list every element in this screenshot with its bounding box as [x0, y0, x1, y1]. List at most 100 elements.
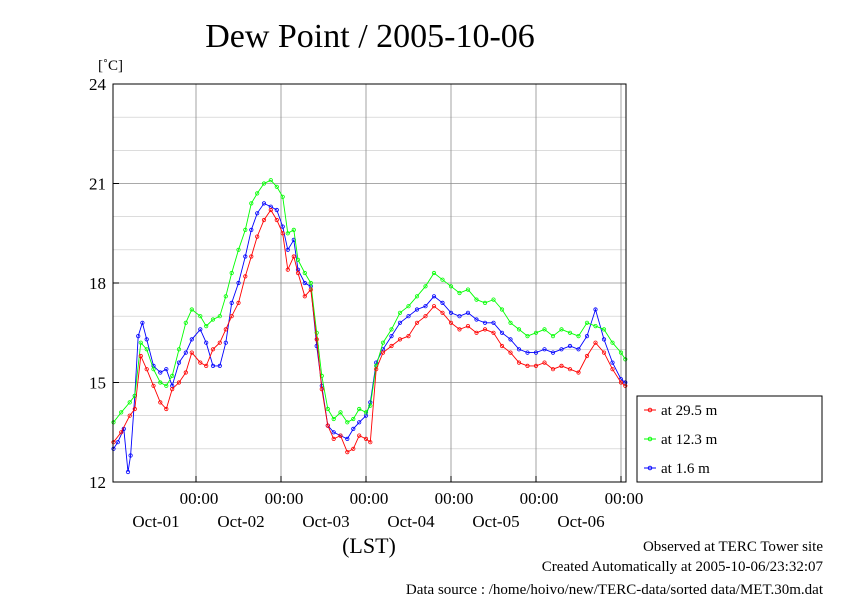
series-point [255, 191, 260, 196]
series-point [204, 323, 209, 329]
series-point [465, 287, 471, 292]
series-point [474, 330, 479, 335]
series-point [183, 370, 188, 375]
series-point [210, 317, 216, 322]
series-point [397, 337, 403, 342]
series-point [516, 347, 522, 352]
series-point [357, 433, 362, 438]
series-point [285, 267, 290, 272]
series-point [440, 300, 445, 305]
series-point [345, 436, 350, 441]
series-point [457, 327, 462, 332]
series-point [525, 333, 530, 339]
series-point [274, 184, 279, 189]
series-point [243, 274, 248, 279]
series-point [138, 340, 143, 345]
series-point [183, 320, 188, 325]
series-point [308, 287, 313, 292]
series-point [351, 426, 356, 431]
series-point [593, 323, 598, 329]
series-point [576, 370, 581, 375]
series-point [584, 320, 590, 325]
series-point [567, 367, 573, 372]
series-point [431, 294, 437, 299]
series-point [268, 207, 273, 213]
series-point [448, 284, 454, 289]
series-point [325, 423, 330, 428]
series-point [567, 330, 573, 335]
series-point [516, 327, 522, 332]
series-point [482, 320, 488, 325]
series-point [584, 353, 590, 359]
series-point [274, 217, 279, 223]
series-point [176, 347, 182, 352]
series-point [308, 280, 313, 286]
x-axis: 00:00Oct-0100:00Oct-0200:00Oct-0300:00Oc… [132, 476, 643, 531]
y-axis: 12 15 18 21 24 [89, 75, 119, 492]
series-point [389, 343, 394, 349]
series-point [280, 194, 285, 199]
series-point [144, 337, 149, 342]
series-point [345, 449, 350, 455]
series-point [223, 327, 228, 332]
x-axis-label: (LST) [342, 533, 396, 558]
series-point [440, 277, 445, 282]
x-tick-date-label: Oct-05 [472, 512, 519, 531]
series-point [198, 327, 203, 332]
series-point [533, 330, 539, 335]
series-point [189, 337, 194, 342]
series-point [144, 367, 149, 372]
series-point [431, 270, 437, 276]
series-point [533, 350, 539, 355]
series-point [331, 430, 336, 435]
series-point [302, 280, 307, 286]
series-point [138, 353, 143, 359]
series-point [229, 270, 234, 276]
series-point [132, 406, 137, 412]
legend: at 29.5 m at 12.3 m at 1.6 m [636, 395, 823, 483]
series-point [550, 350, 556, 355]
series-point [198, 360, 203, 365]
series-point [457, 314, 462, 319]
legend-label: at 29.5 m [661, 403, 718, 419]
series-point [345, 420, 350, 425]
series-point [559, 327, 564, 332]
series-point [482, 327, 488, 332]
series-point [482, 300, 488, 305]
series-point [542, 327, 547, 332]
series-point [474, 317, 479, 322]
series-point [176, 380, 182, 385]
series-point [183, 350, 188, 355]
series-point [363, 436, 369, 441]
series-point [550, 367, 556, 372]
series-point [623, 357, 628, 362]
x-tick-date-label: Oct-06 [557, 512, 604, 531]
series-point [210, 363, 216, 368]
series-point [295, 270, 301, 276]
series-point [128, 453, 133, 458]
x-tick-date-label: Oct-04 [387, 512, 435, 531]
series-point [474, 297, 479, 302]
series-point [338, 410, 343, 415]
series-point [189, 307, 194, 312]
series-point [189, 350, 194, 355]
series-point [280, 231, 285, 236]
series-point [380, 340, 386, 345]
series-point [144, 347, 149, 352]
series-point [414, 294, 420, 299]
series-point [151, 383, 156, 388]
series-point [229, 300, 234, 305]
series-point [217, 363, 222, 368]
series-point [406, 304, 411, 309]
series-point [508, 350, 513, 355]
series-point [223, 340, 228, 345]
series-point [601, 337, 607, 342]
chart-title: Dew Point / 2005-10-06 [205, 18, 535, 55]
series-point [368, 403, 373, 408]
series-point [508, 320, 513, 325]
x-tick-time-label: 00:00 [180, 489, 219, 508]
footer-source: Data source : /home/hoivo/new/TERC-data/… [406, 582, 824, 595]
footer-created: Created Automatically at 2005-10-06/23:3… [542, 559, 824, 575]
series-point [151, 367, 156, 372]
